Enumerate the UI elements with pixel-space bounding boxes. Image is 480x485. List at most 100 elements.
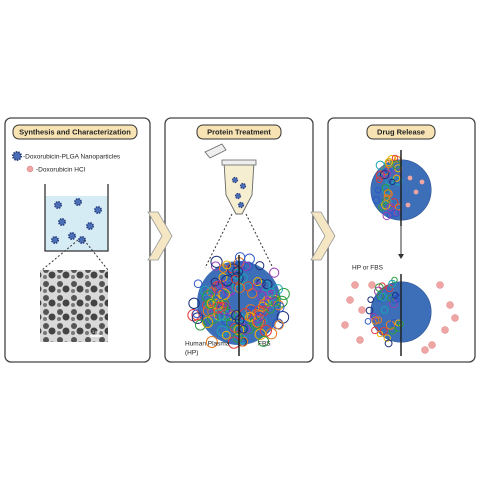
legend-label: -Doxorubicin-PLGA Nanoparticles <box>23 154 121 161</box>
nanoparticle <box>239 182 247 190</box>
drug <box>368 281 376 289</box>
protein <box>392 291 399 299</box>
protein <box>379 326 388 336</box>
tube-cap <box>204 143 227 159</box>
protein <box>374 316 383 324</box>
protein <box>385 320 396 330</box>
protein <box>375 160 385 170</box>
protein <box>274 320 284 330</box>
drug <box>451 314 459 322</box>
protein <box>383 194 391 201</box>
drug <box>407 175 413 181</box>
drug <box>356 336 364 344</box>
chevron <box>147 211 173 261</box>
protein <box>251 315 264 328</box>
protein <box>245 312 256 322</box>
protein <box>375 283 384 292</box>
protein <box>223 308 236 321</box>
scale-label: 1 µm <box>92 330 100 334</box>
drug <box>421 346 429 354</box>
protein <box>218 272 228 282</box>
drug <box>428 341 436 349</box>
protein <box>259 280 271 291</box>
nanoparticle <box>53 201 62 210</box>
protein <box>384 157 394 167</box>
protein <box>255 311 265 321</box>
protein <box>381 183 390 192</box>
protein <box>371 316 380 325</box>
protein <box>202 304 216 317</box>
protein <box>382 196 390 205</box>
protein <box>373 286 384 296</box>
protein <box>274 302 285 313</box>
protein <box>367 296 375 303</box>
protein <box>212 309 225 322</box>
protein <box>232 268 243 280</box>
legend-label: -Doxorubicin HCl <box>36 167 86 174</box>
protein <box>383 334 391 342</box>
drug <box>419 179 425 185</box>
protein <box>257 291 268 302</box>
protein <box>389 178 396 186</box>
protein <box>378 292 388 302</box>
nanoparticle <box>68 232 77 241</box>
protein <box>276 295 288 308</box>
protein <box>382 169 392 178</box>
drug <box>413 189 419 195</box>
panel-title: Protein Treatment <box>207 127 271 136</box>
protein <box>390 295 399 304</box>
drug <box>358 306 366 314</box>
protein <box>234 252 246 263</box>
protein <box>192 309 202 319</box>
title-pill <box>366 124 436 140</box>
protein <box>375 170 386 180</box>
drug-icon <box>26 165 34 173</box>
protein <box>221 330 231 340</box>
nanoparticle <box>50 236 59 245</box>
protein <box>239 307 252 321</box>
protein <box>383 189 392 197</box>
side-label: (HP) <box>185 350 198 357</box>
protein <box>380 306 389 314</box>
protein <box>369 312 378 321</box>
protein <box>232 332 243 343</box>
protein <box>241 261 251 272</box>
protein <box>387 154 397 164</box>
protein <box>207 312 219 325</box>
nanoparticle <box>237 201 245 209</box>
protein <box>188 297 200 310</box>
protein <box>231 310 242 321</box>
protein <box>218 288 230 300</box>
protein <box>215 288 227 300</box>
protein <box>272 284 284 295</box>
protein <box>371 326 379 335</box>
drug <box>351 281 359 289</box>
protein <box>391 209 400 218</box>
drug <box>446 301 454 309</box>
protein <box>263 297 275 309</box>
nanoparticle <box>74 198 83 207</box>
tube-rim <box>221 159 257 166</box>
protein <box>193 279 203 289</box>
protein <box>269 267 280 278</box>
protein <box>253 282 263 292</box>
condition-label: HP or FBS <box>352 265 384 272</box>
protein <box>382 211 391 221</box>
nanoparticle-icon <box>12 151 22 161</box>
drug <box>436 281 444 289</box>
protein <box>243 261 254 272</box>
protein <box>222 286 233 298</box>
protein <box>379 169 390 180</box>
protein <box>393 174 401 182</box>
protein <box>257 301 268 312</box>
nanoparticle <box>231 176 239 184</box>
drug <box>346 296 354 304</box>
protein <box>205 335 218 348</box>
nanoparticle <box>57 218 66 227</box>
panel-title: Synthesis and Characterization <box>19 127 131 136</box>
protein <box>393 176 403 186</box>
nanoparticle <box>78 236 87 245</box>
protein <box>384 339 393 348</box>
protein <box>221 274 233 287</box>
